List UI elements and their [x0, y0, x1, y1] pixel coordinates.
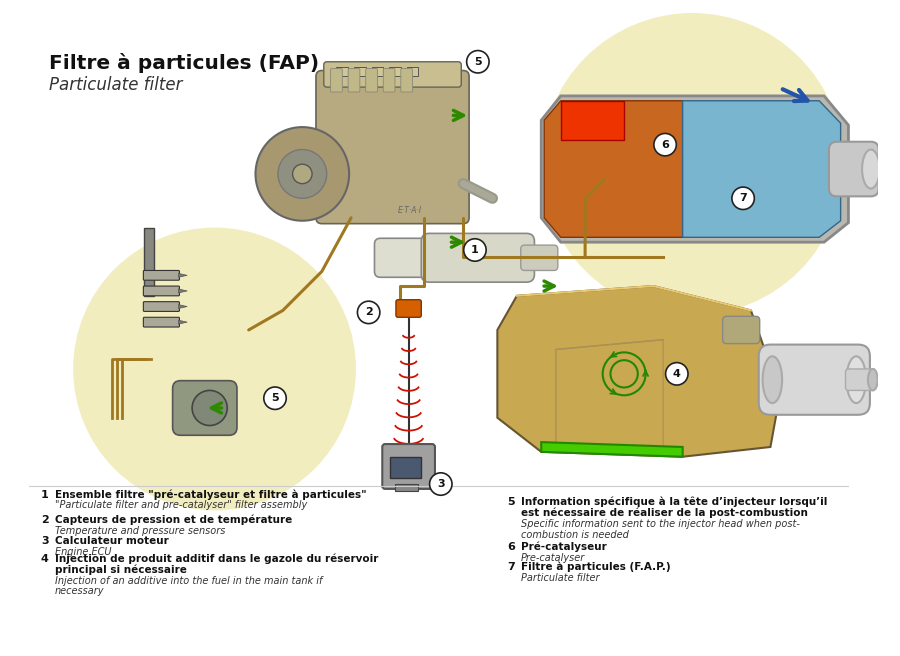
FancyBboxPatch shape: [143, 318, 179, 327]
Text: Information spécifique à la tête d’injecteur lorsqu’il: Information spécifique à la tête d’injec…: [521, 497, 827, 508]
Text: combustion is needed: combustion is needed: [521, 529, 628, 540]
FancyBboxPatch shape: [316, 71, 469, 224]
Text: "Particulate filter and pre-catalyser" filter assembly: "Particulate filter and pre-catalyser" f…: [55, 501, 307, 510]
Text: 1: 1: [41, 489, 49, 500]
Polygon shape: [544, 101, 683, 237]
FancyBboxPatch shape: [759, 344, 870, 415]
Text: Specific information sent to the injector head when post-: Specific information sent to the injecto…: [521, 519, 799, 529]
Circle shape: [654, 133, 676, 156]
Text: Particulate filter: Particulate filter: [521, 573, 599, 583]
FancyBboxPatch shape: [421, 234, 535, 282]
FancyBboxPatch shape: [365, 69, 377, 92]
Text: Engine ECU: Engine ECU: [55, 547, 111, 557]
Text: 4: 4: [41, 554, 49, 564]
Text: Filtre à particules (F.A.P.): Filtre à particules (F.A.P.): [521, 562, 670, 572]
Bar: [389, 67, 400, 76]
FancyBboxPatch shape: [845, 369, 876, 390]
Text: 6: 6: [507, 543, 515, 552]
Polygon shape: [178, 320, 187, 324]
FancyBboxPatch shape: [382, 444, 435, 489]
Bar: [407, 67, 418, 76]
Text: 3: 3: [41, 537, 49, 546]
Text: 4: 4: [673, 369, 680, 379]
FancyBboxPatch shape: [829, 142, 878, 196]
Ellipse shape: [762, 356, 782, 403]
Text: Calculateur moteur: Calculateur moteur: [55, 537, 168, 546]
Bar: [390, 457, 421, 478]
Text: Injection of an additive into the fuel in the main tank if: Injection of an additive into the fuel i…: [55, 575, 322, 586]
Circle shape: [429, 473, 452, 495]
Circle shape: [264, 387, 286, 409]
Text: Injection de produit additif dans le gazole du réservoir: Injection de produit additif dans le gaz…: [55, 554, 378, 564]
Text: 5: 5: [271, 393, 279, 403]
Text: 5: 5: [474, 57, 482, 67]
FancyBboxPatch shape: [374, 238, 440, 277]
Circle shape: [466, 51, 489, 73]
Text: est nécessaire de réaliser de la post-combustion: est nécessaire de réaliser de la post-co…: [521, 508, 807, 518]
Text: Capteurs de pression et de température: Capteurs de pression et de température: [55, 514, 292, 525]
Bar: [337, 67, 348, 76]
Text: Particulate filter: Particulate filter: [49, 76, 183, 94]
Text: 1: 1: [471, 245, 479, 255]
Text: 2: 2: [364, 308, 373, 318]
Polygon shape: [178, 274, 187, 277]
Text: 3: 3: [437, 479, 445, 489]
Text: 7: 7: [739, 194, 747, 203]
Circle shape: [666, 363, 688, 385]
FancyBboxPatch shape: [396, 300, 421, 318]
FancyBboxPatch shape: [143, 270, 179, 280]
Text: E·T·A·I: E·T·A·I: [398, 206, 422, 215]
FancyBboxPatch shape: [521, 245, 558, 270]
Text: 2: 2: [41, 515, 49, 525]
Bar: [144, 228, 154, 296]
Ellipse shape: [868, 369, 878, 390]
Bar: [354, 67, 365, 76]
Polygon shape: [541, 96, 849, 242]
Polygon shape: [541, 442, 683, 457]
Circle shape: [357, 301, 380, 323]
Circle shape: [192, 390, 227, 426]
Text: principal si nécessaire: principal si nécessaire: [55, 564, 186, 575]
FancyBboxPatch shape: [723, 316, 760, 344]
Text: Pre-catalyser: Pre-catalyser: [521, 553, 585, 563]
Text: 5: 5: [507, 497, 515, 508]
FancyBboxPatch shape: [383, 69, 395, 92]
Text: 6: 6: [662, 140, 669, 150]
FancyBboxPatch shape: [324, 62, 462, 87]
Text: Pré-catalyseur: Pré-catalyseur: [521, 542, 607, 552]
Circle shape: [278, 150, 327, 198]
Text: Filtre à particules (FAP): Filtre à particules (FAP): [49, 52, 319, 73]
Polygon shape: [498, 286, 780, 457]
FancyBboxPatch shape: [173, 380, 237, 436]
Ellipse shape: [862, 150, 879, 188]
Bar: [372, 67, 383, 76]
Circle shape: [732, 187, 754, 209]
FancyBboxPatch shape: [143, 302, 179, 312]
Text: Ensemble filtre "pré-catalyseur et filtre à particules": Ensemble filtre "pré-catalyseur et filtr…: [55, 489, 366, 500]
Text: Temperature and pressure sensors: Temperature and pressure sensors: [55, 525, 225, 536]
Bar: [395, 484, 419, 491]
Text: 7: 7: [507, 562, 515, 572]
Circle shape: [292, 164, 312, 184]
FancyBboxPatch shape: [400, 69, 412, 92]
Polygon shape: [178, 289, 187, 293]
Polygon shape: [683, 101, 841, 237]
Polygon shape: [178, 304, 187, 308]
FancyBboxPatch shape: [143, 286, 179, 296]
Circle shape: [541, 13, 843, 316]
Ellipse shape: [847, 356, 866, 403]
Polygon shape: [561, 101, 624, 140]
Circle shape: [464, 239, 486, 261]
FancyBboxPatch shape: [348, 69, 360, 92]
Circle shape: [256, 127, 349, 220]
Text: necessary: necessary: [55, 586, 104, 596]
FancyBboxPatch shape: [330, 69, 342, 92]
Circle shape: [73, 228, 356, 510]
